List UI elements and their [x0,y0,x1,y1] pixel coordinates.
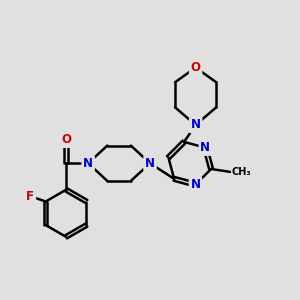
Text: N: N [190,118,201,131]
Text: N: N [83,157,93,170]
Text: N: N [200,141,210,154]
Text: O: O [190,61,201,74]
Text: N: N [145,157,155,170]
Text: F: F [26,190,34,203]
Text: N: N [190,178,200,191]
Text: CH₃: CH₃ [232,167,251,177]
Text: O: O [61,133,71,146]
